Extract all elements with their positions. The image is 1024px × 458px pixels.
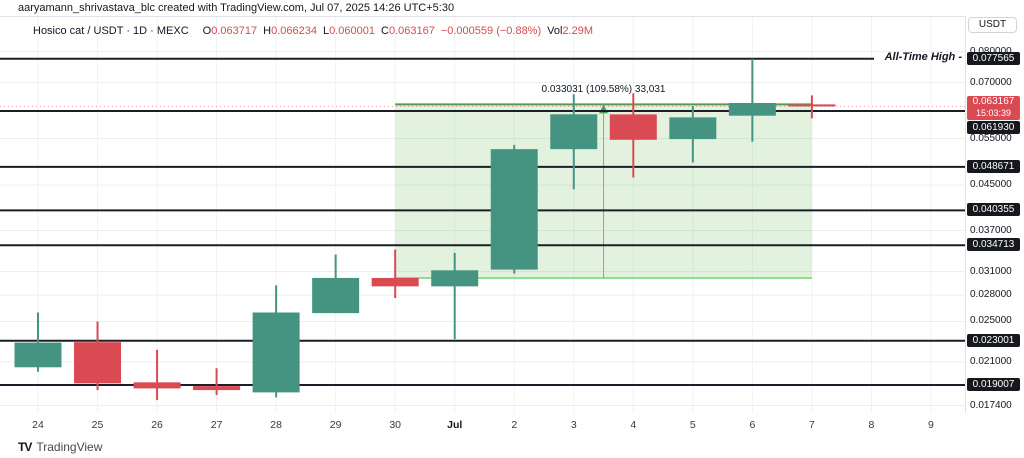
- candle-body[interactable]: [550, 114, 598, 150]
- time-axis-label: 24: [32, 419, 44, 431]
- price-tick-label: 0.028000: [970, 289, 1012, 301]
- candle-body[interactable]: [609, 114, 657, 140]
- time-axis-label: 7: [808, 419, 815, 431]
- candle-body[interactable]: [74, 342, 122, 384]
- time-axis-label: 8: [868, 419, 875, 431]
- change-value: −0.000559 (−0.88%): [440, 25, 542, 37]
- time-axis-label: 2: [511, 419, 518, 431]
- candle-body[interactable]: [669, 117, 717, 140]
- tradingview-logo[interactable]: TV TradingView: [18, 440, 102, 454]
- bar-countdown: 15:03:39: [975, 108, 1012, 118]
- candle-body[interactable]: [133, 382, 181, 389]
- close-value: 0.063167: [388, 25, 435, 37]
- price-tick-label: 0.070000: [970, 76, 1012, 88]
- time-axis-label: 4: [630, 419, 637, 431]
- last-price-label: 0.063167 15:03:39: [967, 96, 1020, 120]
- candle-body[interactable]: [431, 270, 479, 287]
- price-line-label: 0.061930: [967, 121, 1020, 134]
- price-tick-label: 0.080000: [970, 46, 1012, 58]
- open-value: 0.063717: [211, 25, 258, 37]
- time-axis-label: 5: [689, 419, 696, 431]
- low-value: 0.060001: [329, 25, 375, 37]
- price-line-label: 0.077565: [967, 51, 1020, 65]
- time-axis-label: 29: [329, 419, 342, 431]
- attribution-text: aaryamann_shrivastava_blc created with T…: [18, 2, 455, 14]
- candle-body[interactable]: [14, 342, 62, 368]
- price-line-label: 0.019007: [967, 378, 1020, 392]
- tradingview-mark-icon: TV: [18, 440, 32, 454]
- candle-body[interactable]: [252, 312, 300, 393]
- price-tick-label: 0.037000: [970, 224, 1012, 236]
- time-axis-label: 3: [570, 419, 577, 431]
- price-tick-label: 0.031000: [970, 265, 1012, 277]
- last-price-value: 0.063167: [972, 96, 1015, 107]
- candle-body[interactable]: [193, 386, 241, 391]
- open-label: O: [202, 25, 212, 37]
- symbol-title[interactable]: Hosico cat / USDT · 1D · MEXC: [33, 25, 189, 37]
- time-axis-label: Jul: [447, 419, 463, 431]
- footer-bar: TV TradingView: [0, 437, 1024, 458]
- time-axis[interactable]: 24 25 26 27 28 29 30 Jul 2 3 4 5 6 7 8 9: [0, 413, 1024, 437]
- time-axis-label: 25: [91, 419, 104, 431]
- price-axis-separator: [965, 16, 966, 437]
- price-tick-label: 0.025000: [970, 315, 1012, 327]
- time-axis-label: 9: [928, 419, 934, 431]
- all-time-high-text: All-Time High -: [884, 51, 962, 63]
- candle-body[interactable]: [490, 149, 538, 270]
- price-axis[interactable]: USDT 0.080000 0.070000 0.055000 0.045000 0.0…: [966, 16, 1024, 413]
- candle-body[interactable]: [312, 277, 360, 314]
- volume-value: 2.29M: [562, 25, 594, 37]
- tradingview-brand-text: TradingView: [36, 440, 103, 454]
- time-axis-label: 26: [151, 419, 163, 431]
- candle-body[interactable]: [788, 104, 836, 107]
- time-axis-label: 27: [210, 419, 223, 431]
- price-line-label: 0.048671: [967, 159, 1020, 173]
- candle-body[interactable]: [371, 277, 419, 287]
- price-tick-label: 0.021000: [970, 355, 1012, 367]
- close-label: C: [380, 25, 389, 37]
- price-tick-label: 0.017400: [970, 399, 1012, 411]
- price-line-label: 0.040355: [967, 203, 1020, 217]
- symbol-legend: Hosico cat / USDT · 1D · MEXC O0.063717 H0…: [33, 25, 593, 37]
- volume-label: Vol: [547, 25, 563, 37]
- time-axis-label: 6: [749, 419, 756, 431]
- time-axis-label: 28: [270, 419, 282, 431]
- price-tick-label: 0.045000: [970, 179, 1012, 191]
- price-line-label: 0.034713: [967, 238, 1020, 252]
- measure-tool-label: 0.033031 (109.58%) 33,031: [541, 84, 666, 95]
- low-label: L: [322, 25, 330, 37]
- high-label: H: [263, 25, 272, 37]
- currency-unit-button[interactable]: USDT: [968, 17, 1017, 33]
- high-value: 0.066234: [271, 25, 317, 37]
- top-border: [0, 16, 1024, 17]
- candle-body[interactable]: [728, 102, 776, 116]
- time-axis-label: 30: [389, 419, 402, 431]
- price-tick-label: 0.055000: [970, 132, 1012, 144]
- price-line-label: 0.023001: [967, 333, 1020, 347]
